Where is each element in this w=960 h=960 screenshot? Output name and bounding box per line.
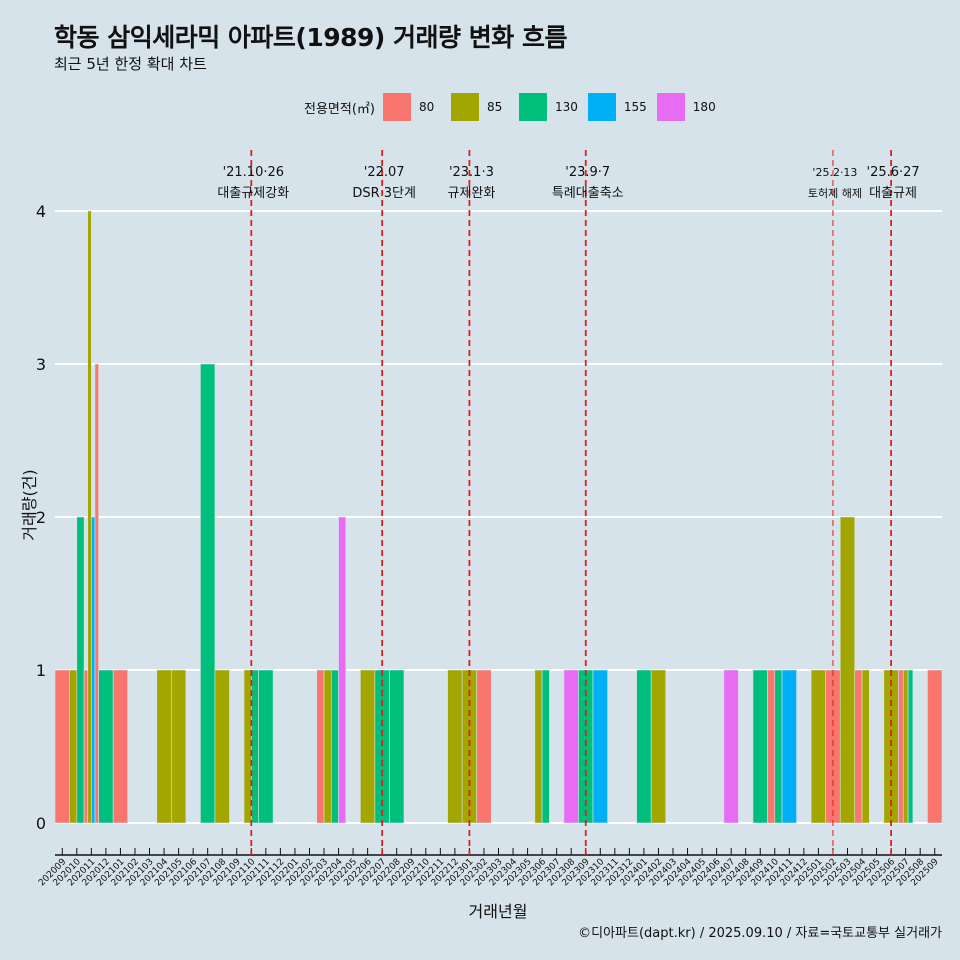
- legend-swatch: [587, 93, 616, 121]
- bar: [338, 516, 347, 824]
- y-axis-label: 거래량(건): [20, 469, 39, 541]
- policy-date-label: '23.9·7: [565, 165, 610, 180]
- bar: [592, 669, 608, 824]
- y-tick-label: 2: [36, 508, 46, 527]
- bar: [91, 516, 96, 824]
- bar: [360, 669, 376, 824]
- bar: [907, 669, 914, 824]
- bar: [476, 669, 492, 824]
- bar: [723, 669, 739, 824]
- bar: [898, 669, 904, 824]
- bar: [112, 669, 129, 824]
- bar: [76, 516, 85, 824]
- policy-name-label: DSR 3단계: [352, 186, 416, 201]
- y-tick-label: 0: [36, 814, 46, 833]
- legend-item-80: 80: [382, 93, 441, 121]
- bar: [854, 669, 863, 824]
- bar: [927, 669, 943, 824]
- y-tick-label: 4: [36, 202, 46, 221]
- policy-name-label: 특례대출축소: [552, 186, 624, 201]
- bar: [650, 669, 667, 824]
- bar: [251, 669, 259, 824]
- bar: [902, 669, 909, 824]
- bar: [156, 669, 172, 824]
- bar: [636, 669, 652, 824]
- bar: [767, 669, 776, 824]
- bar: [243, 669, 252, 824]
- legend-swatch: [656, 93, 685, 121]
- bar: [83, 669, 89, 824]
- legend-label: 180: [692, 100, 716, 114]
- policy-date-label: '23.1·3: [449, 165, 494, 180]
- legend: 전용면적(㎡) 80 85 130 155 180: [304, 93, 726, 121]
- bar: [214, 669, 230, 824]
- policy-date-label: '25.6·27: [867, 165, 920, 180]
- legend-item-155: 155: [587, 93, 647, 121]
- bar: [94, 363, 99, 824]
- source-caption: ©디아파트(dapt.kr) / 2025.09.10 / 자료=국토교통부 실…: [578, 926, 942, 941]
- policy-date-label: '22.07: [364, 165, 405, 180]
- bar: [200, 363, 216, 824]
- bar: [563, 669, 579, 824]
- bar: [447, 669, 463, 824]
- policy-name-label: 토허제 해제: [808, 186, 862, 200]
- x-axis-label: 거래년월: [468, 902, 528, 921]
- legend-swatch: [382, 93, 411, 121]
- legend-label: 155: [623, 100, 647, 114]
- legend-swatch: [518, 93, 547, 121]
- policy-date-label: '21.10·26: [223, 165, 284, 180]
- bar: [534, 669, 543, 824]
- legend-item-130: 130: [518, 93, 578, 121]
- bar: [54, 669, 70, 824]
- y-tick-label: 1: [36, 661, 46, 680]
- bar: [810, 669, 826, 824]
- legend-swatch: [450, 93, 479, 121]
- bar: [98, 669, 114, 824]
- bar: [258, 669, 274, 824]
- legend-label: 85: [486, 100, 503, 114]
- bar: [839, 516, 856, 824]
- legend-label: 130: [554, 100, 578, 114]
- bar: [69, 669, 78, 824]
- legend-item-180: 180: [656, 93, 716, 121]
- bar: [323, 669, 332, 824]
- legend-item-85: 85: [450, 93, 509, 121]
- bar: [87, 210, 92, 824]
- policy-name-label: 규제완화: [447, 186, 495, 201]
- chart-title: 학동 삼익세라믹 아파트(1989) 거래량 변화 흐름: [54, 23, 567, 52]
- chart-subtitle: 최근 5년 한정 확대 차트: [54, 55, 207, 73]
- bar: [541, 669, 550, 824]
- bar: [389, 669, 405, 824]
- bar: [774, 669, 783, 824]
- policy-name-label: 대출규제: [869, 186, 917, 201]
- bar: [752, 669, 768, 824]
- policy-date-label: '25.2·13: [812, 166, 857, 179]
- policy-name-label: 대출규제강화: [217, 186, 289, 201]
- legend-label: 80: [418, 100, 435, 114]
- y-tick-label: 3: [36, 355, 46, 374]
- bar: [330, 669, 339, 824]
- bar: [316, 669, 325, 824]
- bar: [171, 669, 187, 824]
- bar: [781, 669, 797, 824]
- bar: [861, 669, 870, 824]
- legend-title: 전용면적(㎡): [304, 101, 375, 117]
